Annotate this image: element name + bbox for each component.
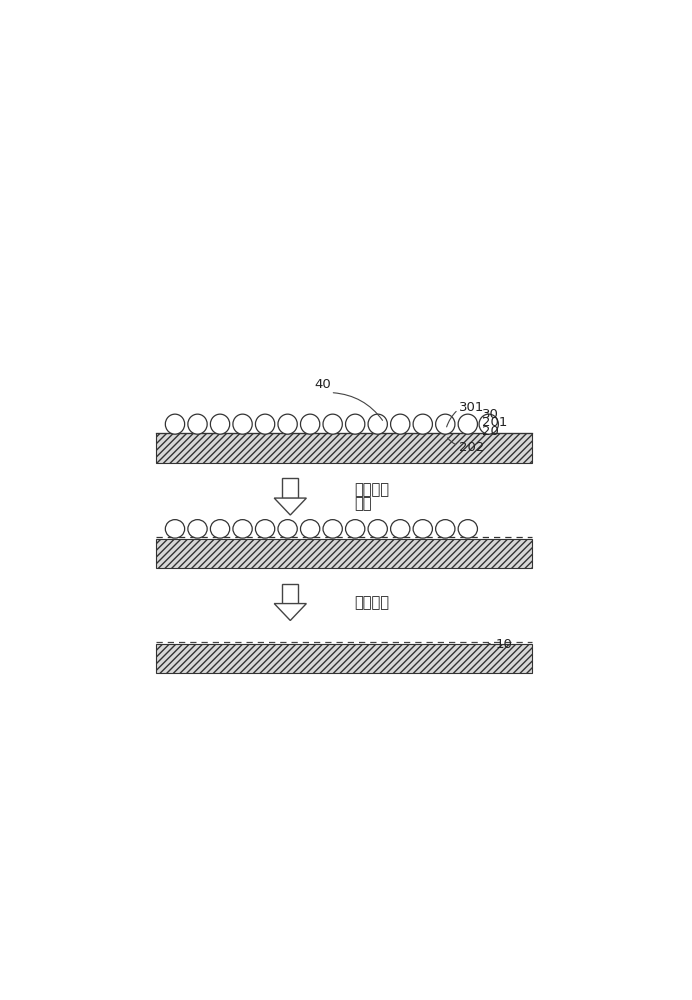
- Ellipse shape: [210, 520, 230, 538]
- Ellipse shape: [458, 520, 477, 538]
- Ellipse shape: [255, 414, 275, 434]
- Text: 301: 301: [459, 401, 484, 414]
- Ellipse shape: [323, 520, 343, 538]
- Text: 超声处理: 超声处理: [355, 595, 390, 610]
- Ellipse shape: [300, 520, 320, 538]
- Bar: [156, 433, 531, 463]
- Ellipse shape: [165, 414, 185, 434]
- Ellipse shape: [278, 520, 298, 538]
- Ellipse shape: [368, 520, 388, 538]
- Ellipse shape: [345, 414, 365, 434]
- Ellipse shape: [300, 414, 320, 434]
- Ellipse shape: [210, 414, 230, 434]
- Text: 反应离子: 反应离子: [355, 482, 390, 497]
- Bar: [282, 478, 298, 498]
- Ellipse shape: [413, 520, 432, 538]
- Text: 10: 10: [495, 638, 512, 651]
- Ellipse shape: [188, 520, 207, 538]
- Text: 刻蚀: 刻蚀: [355, 496, 372, 511]
- Bar: [156, 539, 531, 568]
- Ellipse shape: [233, 520, 252, 538]
- Text: 40: 40: [314, 378, 331, 391]
- Ellipse shape: [233, 414, 252, 434]
- Ellipse shape: [255, 520, 275, 538]
- Polygon shape: [274, 604, 307, 620]
- Ellipse shape: [165, 520, 185, 538]
- Bar: [282, 584, 298, 604]
- Ellipse shape: [345, 520, 365, 538]
- Ellipse shape: [188, 414, 207, 434]
- Ellipse shape: [436, 414, 455, 434]
- Polygon shape: [274, 498, 307, 515]
- Text: 202: 202: [459, 441, 484, 454]
- Ellipse shape: [479, 414, 498, 434]
- Ellipse shape: [390, 520, 410, 538]
- Text: 20: 20: [482, 425, 499, 438]
- Ellipse shape: [390, 414, 410, 434]
- Ellipse shape: [323, 414, 343, 434]
- Text: 201: 201: [482, 416, 508, 429]
- Ellipse shape: [368, 414, 388, 434]
- Bar: [156, 644, 531, 673]
- Ellipse shape: [436, 520, 455, 538]
- Text: 30: 30: [482, 408, 499, 421]
- Ellipse shape: [278, 414, 298, 434]
- Ellipse shape: [413, 414, 432, 434]
- Ellipse shape: [458, 414, 477, 434]
